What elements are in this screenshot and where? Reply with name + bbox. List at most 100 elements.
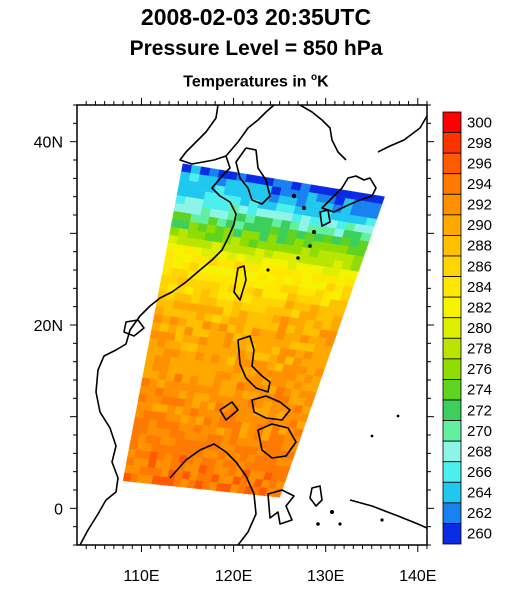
colorbar-segment (442, 523, 462, 545)
swath-cell (160, 274, 171, 285)
colorbar-label: 282 (467, 299, 492, 316)
colorbar-segment (442, 214, 462, 236)
island-dot (308, 244, 312, 248)
colorbar-label: 284 (467, 279, 492, 296)
island-dot (396, 414, 400, 418)
swath-cell (176, 236, 188, 246)
borneo-coastline (169, 443, 257, 545)
colorbar-label: 296 (467, 155, 492, 172)
colorbar-segment (442, 461, 462, 483)
colorbar-label: 272 (467, 402, 492, 419)
colorbar-label: 288 (467, 238, 492, 255)
temperature-swath (122, 163, 385, 498)
colorbar-segment (442, 152, 462, 175)
island-dot (291, 193, 297, 199)
lon-tick-label: 140E (399, 568, 436, 585)
colorbar-label: 270 (467, 423, 492, 440)
island-dot (380, 518, 384, 522)
japan-hokkaido (377, 115, 427, 153)
colorbar-label: 260 (467, 526, 492, 543)
map-title: 2008-02-03 20:35UTC (140, 4, 372, 30)
map-subtitle: Pressure Level = 850 hPa (129, 37, 383, 60)
colorbar-segment (442, 399, 462, 421)
colorbar-segment (442, 420, 462, 442)
colorbar-label: 278 (467, 341, 492, 358)
colorbar-label: 274 (467, 382, 492, 399)
colorbar-label: 286 (467, 258, 492, 275)
swath-cell (174, 244, 186, 254)
colorbar-segment (442, 193, 462, 216)
colorbar-segment (442, 379, 462, 401)
swath-cell (176, 187, 188, 198)
swath-cell (177, 228, 189, 238)
lat-tick-label: 0 (54, 501, 63, 518)
moluccas-coastline (309, 485, 323, 507)
sulawesi-coastline (267, 489, 295, 525)
variable-label-text: Temperatures in (183, 73, 312, 91)
colorbar-label: 268 (467, 443, 492, 460)
swath-cell (188, 172, 200, 183)
palawan-coastline (219, 401, 239, 421)
swath-cell (185, 188, 197, 199)
colorbar-segment (442, 132, 462, 154)
small-islands (266, 193, 400, 526)
island-dot (330, 510, 334, 514)
latitude-ticks: 0 20N 40N (34, 104, 434, 546)
hainan-coastline (123, 319, 145, 337)
swath-cell (173, 251, 184, 262)
colorbar-label: 266 (467, 464, 492, 481)
swath-cell (169, 226, 180, 237)
swath-cell (163, 258, 174, 269)
colorbar-segment (442, 502, 462, 524)
swath-cell (203, 191, 215, 202)
visayas-coastline (251, 395, 291, 421)
island-dot (338, 522, 342, 526)
swath-cell (175, 195, 187, 205)
colorbar-label: 262 (467, 505, 492, 522)
colorbar-label: 290 (467, 217, 492, 234)
colorbar-segment (442, 255, 462, 277)
colorbar: 300 298 296 294 292 290 288 286 284 282 280 278 276 2… (442, 111, 492, 545)
swath-cell (189, 213, 201, 224)
swath-cell (166, 242, 177, 253)
swath-cell (182, 204, 194, 215)
colorbar-segment (442, 276, 462, 298)
swath-cell (199, 166, 211, 177)
korea-coastline (235, 147, 271, 205)
swath-cell (170, 218, 182, 229)
swath-cell (179, 220, 191, 231)
swath-cell (173, 203, 185, 213)
colorbar-segment (442, 111, 462, 133)
new-guinea-coastline (349, 499, 427, 529)
island-dot (316, 522, 320, 526)
lon-tick-label: 110E (123, 568, 159, 585)
colorbar-segment (442, 358, 462, 380)
colorbar-segment (442, 440, 462, 463)
colorbar-segment (442, 481, 462, 504)
japan-honshu (321, 175, 377, 213)
mindanao-coastline (257, 423, 297, 459)
longitude-ticks: 110E 120E 130E 140E (85, 98, 436, 585)
swath-cell (186, 229, 198, 240)
swath-cell (178, 179, 190, 190)
japan-kyushu (319, 209, 331, 227)
colorbar-label: 292 (467, 197, 492, 214)
colorbar-label: 280 (467, 320, 492, 337)
colorbar-label: 298 (467, 135, 492, 152)
colorbar-label: 276 (467, 361, 492, 378)
lon-tick-label: 120E (215, 568, 252, 585)
swath-cell (172, 210, 184, 221)
colorbar-segment (442, 337, 462, 360)
lat-tick-label: 20N (34, 318, 63, 335)
swath-cell (184, 196, 196, 207)
luzon-coastline (237, 335, 271, 393)
swath-cell (181, 212, 192, 223)
colorbar-label: 294 (467, 176, 492, 193)
colorbar-segment (442, 173, 462, 195)
variable-label: Temperatures in oK (0, 72, 512, 91)
colorbar-segment (442, 317, 462, 339)
island-dot (370, 434, 374, 438)
island-dot (266, 268, 270, 272)
island-dot (312, 230, 316, 234)
